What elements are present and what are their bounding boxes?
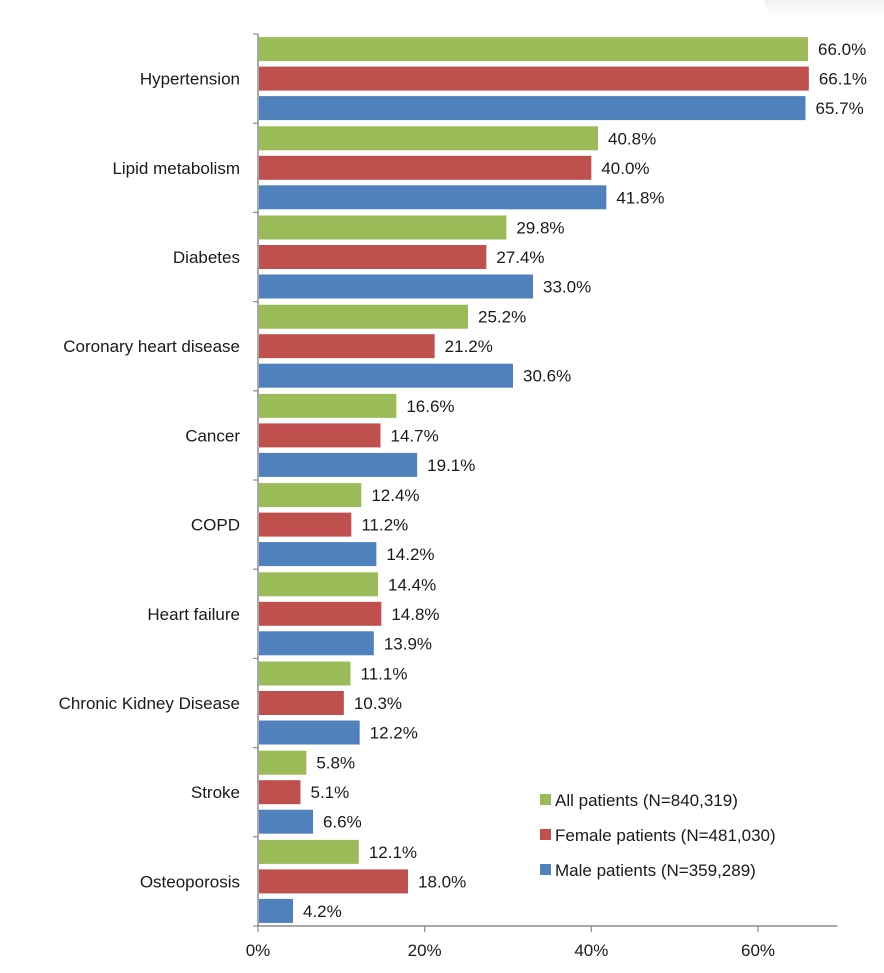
legend-swatch: [540, 864, 551, 875]
bar: [259, 423, 381, 448]
data-label: 14.7%: [391, 426, 439, 445]
legend-swatch: [540, 829, 551, 840]
bar: [259, 66, 809, 91]
data-label: 18.0%: [418, 872, 466, 891]
data-label: 12.2%: [370, 724, 418, 743]
category-label: Chronic Kidney Disease: [59, 694, 240, 713]
data-label: 25.2%: [478, 308, 526, 327]
bar: [259, 809, 313, 834]
category-label: Coronary heart disease: [63, 337, 240, 356]
data-label: 21.2%: [445, 337, 493, 356]
data-label: 11.2%: [361, 516, 408, 535]
bar: [259, 452, 418, 477]
data-label: 66.1%: [819, 70, 867, 89]
category-label: Stroke: [191, 783, 240, 802]
data-label: 27.4%: [496, 248, 544, 267]
bar: [259, 126, 598, 151]
data-label: 40.0%: [601, 159, 649, 178]
data-label: 13.9%: [384, 634, 432, 653]
bar: [259, 750, 307, 775]
x-tick-label: 60%: [741, 941, 775, 960]
bar: [259, 601, 382, 626]
bar: [259, 215, 507, 240]
data-label: 6.6%: [323, 813, 362, 832]
data-label: 11.1%: [361, 665, 408, 684]
category-label: Osteoporosis: [140, 872, 240, 891]
data-label: 5.8%: [316, 754, 355, 773]
legend-swatch: [540, 794, 551, 805]
data-label: 41.8%: [616, 188, 664, 207]
category-label: Diabetes: [173, 248, 240, 267]
bar: [259, 572, 378, 597]
bar: [259, 661, 351, 686]
data-label: 4.2%: [303, 902, 342, 921]
bar: [259, 839, 359, 864]
category-label: COPD: [191, 516, 240, 535]
data-label: 16.6%: [406, 397, 454, 416]
legend-label: Female patients (N=481,030): [555, 826, 776, 845]
bar: [259, 245, 487, 269]
data-label: 5.1%: [311, 783, 350, 802]
data-label: 29.8%: [516, 219, 564, 238]
category-label: Heart failure: [147, 605, 240, 624]
data-label: 40.8%: [608, 129, 656, 148]
data-label: 10.3%: [354, 694, 402, 713]
bar: [259, 542, 377, 567]
bar: [259, 185, 607, 210]
data-label: 30.6%: [523, 367, 571, 386]
data-label: 19.1%: [427, 456, 475, 475]
bar: [259, 363, 513, 388]
bar: [259, 393, 397, 418]
bar: [259, 155, 592, 180]
bar: [259, 304, 468, 329]
legend-label: All patients (N=840,319): [555, 791, 738, 810]
category-label: Lipid metabolism: [112, 159, 240, 178]
data-label: 65.7%: [816, 99, 864, 118]
data-label: 12.4%: [371, 486, 419, 505]
bar: [259, 780, 301, 805]
data-label: 14.8%: [391, 605, 439, 624]
x-tick-label: 20%: [408, 941, 442, 960]
bar: [259, 483, 362, 508]
data-label: 33.0%: [543, 278, 591, 297]
bar: [259, 898, 293, 923]
bar: [259, 631, 374, 656]
legend-label: Male patients (N=359,289): [555, 861, 756, 880]
data-label: 14.4%: [388, 575, 436, 594]
data-label: 14.2%: [386, 545, 434, 564]
data-label: 12.1%: [369, 843, 417, 862]
data-label: 66.0%: [818, 40, 866, 59]
bar: [259, 691, 344, 715]
bar: [259, 334, 435, 359]
category-label: Hypertension: [140, 70, 240, 89]
bar: [259, 869, 408, 894]
x-tick-label: 40%: [574, 941, 608, 960]
category-label: Cancer: [185, 426, 240, 445]
bar: [259, 37, 808, 62]
bar: [259, 720, 360, 745]
x-tick-label: 0%: [246, 941, 271, 960]
top-right-shadow: [764, 0, 884, 18]
bar: [259, 96, 806, 121]
bar: [259, 274, 533, 299]
bar: [259, 512, 352, 537]
